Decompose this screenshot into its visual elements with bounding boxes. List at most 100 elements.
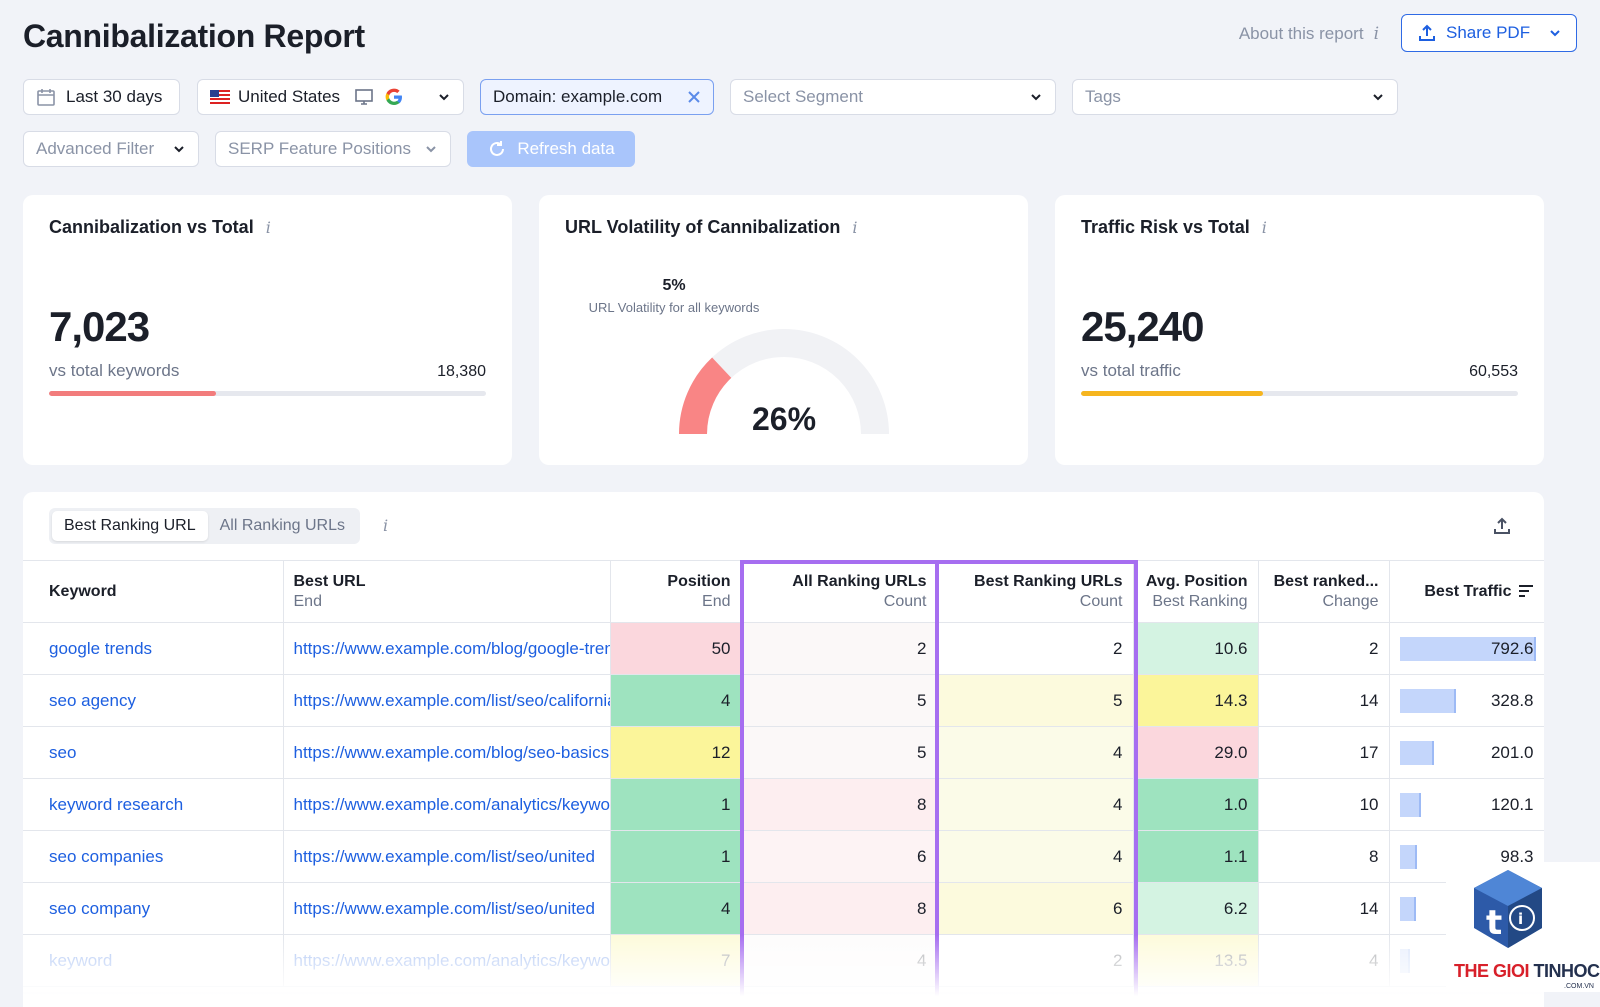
all-ranking-urls-cell[interactable]: 2 [741,622,938,675]
avg-position-cell: 1.0 [1133,778,1259,831]
col-header-all-ranking-urls[interactable]: All Ranking URLs Count [741,560,938,623]
upload-icon [1419,24,1435,41]
all-ranking-urls-cell[interactable]: 6 [741,830,938,883]
cannibalization-card: Cannibalization vs Total i 7,023 vs tota… [23,195,512,465]
traffic-bar [1399,689,1456,713]
best-ranking-urls-cell[interactable]: 2 [937,622,1134,675]
domain-filter-chip[interactable]: Domain: example.com [480,79,714,115]
segment-select[interactable]: Select Segment [730,79,1056,115]
info-icon[interactable]: i [1261,218,1267,237]
info-icon[interactable]: i [265,218,271,237]
sort-icon[interactable] [1518,584,1534,598]
card-title-text: URL Volatility of Cannibalization [565,217,841,237]
cannibalization-progress [49,391,486,396]
page-title: Cannibalization Report [23,18,365,54]
info-icon: i [1373,24,1379,44]
best-url-link[interactable]: https://www.example.com/analytics/keywor… [283,778,611,831]
svg-text:i: i [1518,910,1523,928]
all-ranking-urls-cell[interactable]: 5 [741,726,938,779]
col-header-best-ranked-change[interactable]: Best ranked... Change [1258,560,1390,623]
table-row[interactable]: seo agency https://www.example.com/list/… [23,674,1544,727]
table-row[interactable]: seo companies https://www.example.com/li… [23,830,1544,883]
avg-position-cell: 6.2 [1133,882,1259,935]
change-cell: 17 [1258,726,1390,779]
change-cell: 2 [1258,622,1390,675]
tab-all-ranking-urls[interactable]: All Ranking URLs [219,517,346,534]
watermark-brand: THE GIOI TINHOC [1454,961,1600,982]
table-row[interactable]: keyword research https://www.example.com… [23,778,1544,831]
col-header-keyword[interactable]: Keyword [23,560,284,623]
serp-feature-dropdown[interactable]: SERP Feature Positions [215,131,451,167]
best-traffic-cell: 201.0 [1389,726,1544,779]
card-title-text: Traffic Risk vs Total [1081,217,1250,237]
col-title: Best URL [293,572,366,590]
col-subtitle: End [702,592,731,610]
col-header-best-traffic[interactable]: Best Traffic [1389,560,1544,623]
position-cell: 1 [610,778,742,831]
best-ranking-urls-cell[interactable]: 6 [937,882,1134,935]
page-header: Cannibalization Report About this report… [23,14,1577,58]
tab-best-ranking-url[interactable]: Best Ranking URL [52,511,208,541]
col-subtitle: Count [883,592,927,610]
advanced-filter-dropdown[interactable]: Advanced Filter [23,131,199,167]
best-url-link[interactable]: https://www.example.com/list/seo/united [283,882,611,935]
about-report-link[interactable]: About this report i [1239,24,1379,44]
keyword-link[interactable]: seo [23,726,284,779]
table-row[interactable]: seo https://www.example.com/blog/seo-bas… [23,726,1544,779]
close-icon[interactable] [687,90,701,104]
chevron-down-icon [1550,30,1560,37]
keyword-link[interactable]: google trends [23,622,284,675]
best-ranking-urls-cell[interactable]: 4 [937,726,1134,779]
best-traffic-cell: 792.6 [1389,622,1544,675]
chevron-down-icon [439,94,449,101]
best-url-link[interactable]: https://www.example.com/blog/seo-basics [283,726,611,779]
keyword-link[interactable]: seo agency [23,674,284,727]
segment-placeholder: Select Segment [743,87,864,106]
all-ranking-urls-cell[interactable]: 8 [741,778,938,831]
best-ranking-urls-cell[interactable]: 5 [937,674,1134,727]
advanced-filter-label: Advanced Filter [36,139,155,158]
table-row[interactable]: google trends https://www.example.com/bl… [23,622,1544,675]
keyword-link[interactable]: seo companies [23,830,284,883]
all-ranking-urls-cell[interactable]: 8 [741,882,938,935]
best-url-link[interactable]: https://www.example.com/list/seo/united [283,830,611,883]
card-title-text: Cannibalization vs Total [49,217,254,237]
change-cell: 10 [1258,778,1390,831]
best-ranking-urls-cell[interactable]: 4 [937,830,1134,883]
change-cell: 14 [1258,882,1390,935]
best-url-link[interactable]: https://www.example.com/blog/google-tren… [283,622,611,675]
info-icon[interactable]: i [383,516,389,535]
best-url-link[interactable]: https://www.example.com/list/seo/califor… [283,674,611,727]
col-header-position[interactable]: Position End [610,560,742,623]
traffic-value: 328.8 [1490,690,1534,710]
about-report-label: About this report [1238,24,1364,43]
table-row[interactable]: seo company https://www.example.com/list… [23,882,1544,935]
col-header-best-url[interactable]: Best URL End [283,560,611,623]
traffic-bar [1399,897,1416,921]
share-pdf-button[interactable]: Share PDF [1401,14,1577,52]
info-icon[interactable]: i [852,218,858,237]
keyword-link[interactable]: keyword research [23,778,284,831]
volatility-gauge [679,329,889,435]
export-icon[interactable] [1492,516,1512,536]
col-title: Best ranked... [1273,572,1379,590]
all-ranking-urls-cell[interactable]: 5 [741,674,938,727]
col-header-avg-position[interactable]: Avg. Position Best Ranking [1133,560,1259,623]
progress-fill [49,391,216,396]
best-ranking-urls-cell[interactable]: 4 [937,778,1134,831]
traffic-value: 98.3 [1500,846,1534,866]
date-range-filter[interactable]: Last 30 days [23,79,180,115]
col-subtitle: Count [1079,592,1123,610]
col-title: Best Ranking URLs [974,572,1123,590]
col-header-best-ranking-urls[interactable]: Best Ranking URLs Count [937,560,1134,623]
keyword-link[interactable]: seo company [23,882,284,935]
country-device-filter[interactable]: United States [197,79,464,115]
card-title: Traffic Risk vs Total i [1081,217,1267,238]
progress-fill [1081,391,1264,396]
refresh-data-button[interactable]: Refresh data [467,131,635,167]
total-traffic-value: 60,553 [1469,363,1518,380]
traffic-risk-progress [1081,391,1518,396]
cannibalization-value: 7,023 [49,303,150,350]
tags-select[interactable]: Tags [1072,79,1398,115]
total-traffic-label: vs total traffic [1081,361,1181,380]
